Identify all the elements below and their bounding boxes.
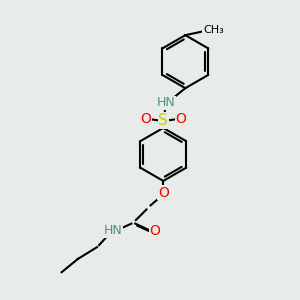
Text: HN: HN — [104, 224, 123, 238]
Text: O: O — [176, 112, 186, 126]
Text: O: O — [158, 186, 169, 200]
Text: S: S — [158, 113, 168, 128]
Text: O: O — [140, 112, 151, 126]
Text: CH₃: CH₃ — [203, 25, 224, 35]
Text: HN: HN — [157, 96, 176, 110]
Text: O: O — [150, 224, 160, 238]
